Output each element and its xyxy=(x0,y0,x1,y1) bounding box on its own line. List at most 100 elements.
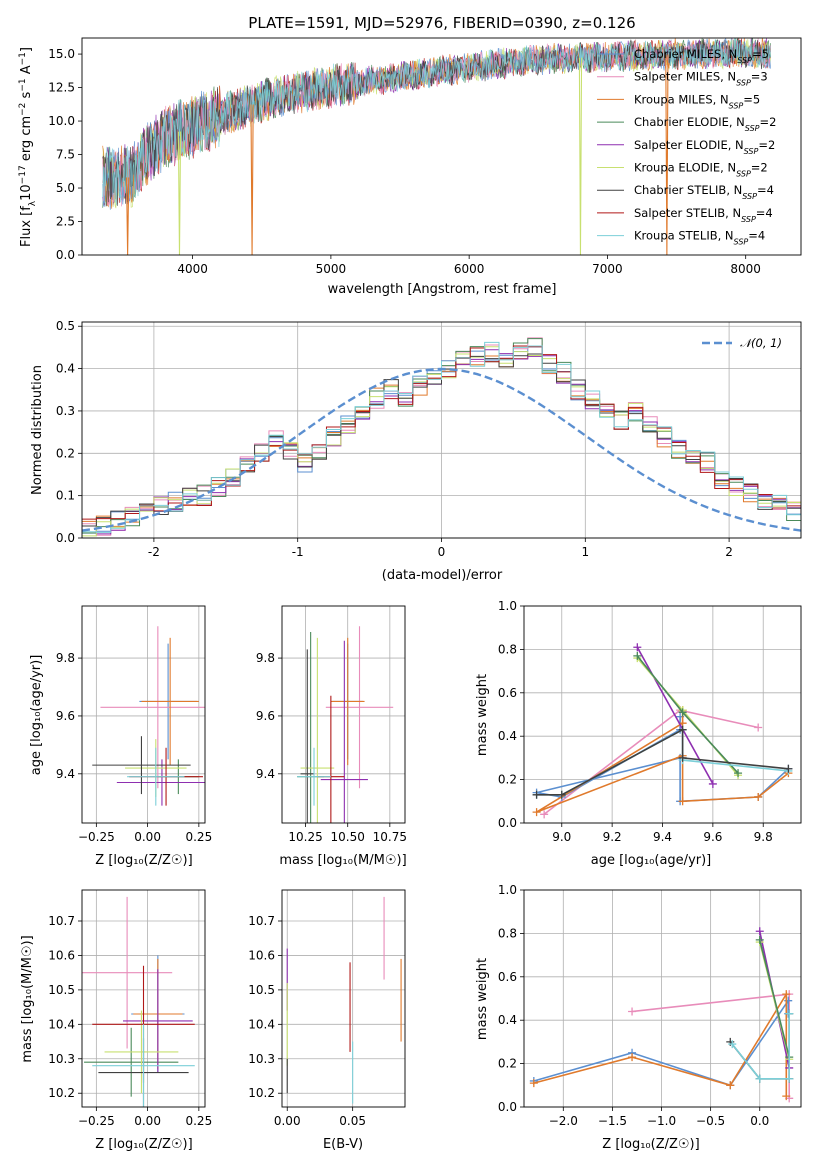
spectrum-panel: PLATE=1591, MJD=52976, FIBERID=0390, z=0… xyxy=(18,14,802,297)
errorbar-salpeter-elodie xyxy=(320,640,368,823)
point-marker xyxy=(755,935,764,944)
x-tick-label: −0.25 xyxy=(78,1114,115,1128)
legend-subscript: SSP xyxy=(736,78,751,87)
x-tick-label: 10.75 xyxy=(373,830,407,844)
y-tick-label: 9.4 xyxy=(256,767,275,781)
y-tick-label: 0.6 xyxy=(498,970,517,984)
point-marker xyxy=(785,1009,794,1018)
errorbar-salpeter-miles xyxy=(82,896,173,1049)
y-tick-label: 10.3 xyxy=(248,1052,275,1066)
legend-label: Salpeter MILES, N xyxy=(634,70,736,84)
point-marker xyxy=(754,723,763,732)
x-axis-label: Z [log₁₀(Z/Z☉)] xyxy=(95,853,192,868)
errorbar-kroupa-stelib xyxy=(127,747,185,806)
point-marker xyxy=(708,779,717,788)
point-marker xyxy=(628,1007,637,1016)
plot-area xyxy=(297,626,394,823)
y-tick-label: 0.2 xyxy=(56,446,75,460)
x-axis-label: age [log₁₀(age/yr)] xyxy=(591,853,712,868)
legend-subscript: SSP xyxy=(729,101,744,110)
x-tick-label: −2.0 xyxy=(549,1114,578,1128)
y-axis-label-part: −1 xyxy=(18,78,28,91)
x-tick-label: −1.5 xyxy=(598,1114,627,1128)
axes-frame xyxy=(81,605,206,824)
point-marker xyxy=(782,990,791,999)
x-tick-label: 9.8 xyxy=(754,830,773,844)
point-marker xyxy=(633,651,642,660)
x-tick-label: −1.0 xyxy=(647,1114,676,1128)
legend-label: Chabrier MILES, N xyxy=(634,47,737,61)
legend-count: =4 xyxy=(748,229,765,243)
y-axis-label: Flux [fλ10−17 erg cm−2 s−1 A−1] xyxy=(18,47,38,247)
spectrum-kroupa-miles xyxy=(102,38,771,209)
legend-count: =2 xyxy=(760,115,777,129)
y-axis-label-part: ] xyxy=(19,47,34,52)
x-tick-label: 9.0 xyxy=(552,830,571,844)
point-marker xyxy=(628,1053,637,1062)
x-tick-label: 8000 xyxy=(730,262,761,276)
legend-subscript: SSP xyxy=(745,124,760,133)
errorbar-salpeter-miles xyxy=(325,626,394,789)
legend-count: =3 xyxy=(751,70,768,84)
plot-area xyxy=(286,896,402,1104)
x-tick-label: 2 xyxy=(725,545,733,559)
legend-entry: Kroupa MILES, NSSP=5 xyxy=(634,92,760,110)
spectrum-dropout xyxy=(125,177,130,255)
x-tick-label: 0.25 xyxy=(185,830,212,844)
y-tick-label: 0.8 xyxy=(498,926,517,940)
legend-count: =5 xyxy=(752,47,769,61)
x-tick-label: 9.6 xyxy=(703,830,722,844)
plot-area xyxy=(532,643,793,819)
y-tick-label: 1.0 xyxy=(498,883,517,897)
x-tick-label: 0.00 xyxy=(134,1114,161,1128)
point-marker xyxy=(678,797,687,806)
legend-count: =4 xyxy=(756,206,773,220)
x-tick-label: -2 xyxy=(148,545,160,559)
legend-label: Kroupa ELODIE, N xyxy=(634,161,736,175)
y-tick-label: 10.3 xyxy=(48,1052,75,1066)
x-tick-label: −0.25 xyxy=(78,830,115,844)
point-marker xyxy=(784,764,793,773)
legend-label: Kroupa MILES, N xyxy=(634,92,729,106)
y-tick-label: 0.3 xyxy=(56,404,75,418)
point-marker xyxy=(532,808,541,817)
y-tick-label: 0.2 xyxy=(498,773,517,787)
y-tick-label: 0.0 xyxy=(56,531,75,545)
legend-label: Salpeter STELIB, N xyxy=(634,206,741,220)
y-axis-label: Normed distribution xyxy=(30,365,45,495)
spectrum-kroupa-stelib xyxy=(102,38,771,206)
legend-entry: Chabrier MILES, NSSP=5 xyxy=(634,47,769,65)
y-tick-label: 12.5 xyxy=(48,81,75,95)
legend-count: =4 xyxy=(757,183,774,197)
y-tick-label: 10.6 xyxy=(48,948,75,962)
y-axis-label-part: λ xyxy=(28,200,38,206)
axes-frame xyxy=(281,605,406,824)
y-axis-label-part: A xyxy=(19,65,34,78)
legend: 𝒩(0, 1) xyxy=(702,336,782,350)
legend-subscript: SSP xyxy=(736,169,751,178)
mass-vs-ebv-panel: E(B-V) 0.00 0.05 10.2 10.3 10.4 10.5 10.6 10.7 xyxy=(248,889,406,1152)
y-axis-label-part: s xyxy=(19,91,34,102)
mass-weight-vs-age-panel: age [log₁₀(age/yr)] mass weight 9.0 9.2 9.… xyxy=(475,599,802,868)
y-tick-label: 10.7 xyxy=(48,914,75,928)
x-tick-label: 7000 xyxy=(592,262,623,276)
y-axis-label: age [log₁₀(age/yr)] xyxy=(29,655,44,776)
x-tick-label: −0.5 xyxy=(696,1114,725,1128)
y-tick-label: 10.0 xyxy=(48,114,75,128)
y-tick-label: 10.2 xyxy=(248,1086,275,1100)
y-tick-label: 10.5 xyxy=(48,983,75,997)
axes-frame xyxy=(81,321,802,539)
x-tick-label: 0 xyxy=(438,545,446,559)
x-tick-label: 0.0 xyxy=(750,1114,769,1128)
x-axis-label: wavelength [Angstrom, rest frame] xyxy=(328,282,557,297)
point-marker xyxy=(633,643,642,652)
chart-title: PLATE=1591, MJD=52976, FIBERID=0390, z=0… xyxy=(248,14,635,32)
legend-entry: Salpeter MILES, NSSP=3 xyxy=(634,70,768,88)
y-tick-label: 10.5 xyxy=(248,983,275,997)
y-tick-label: 10.6 xyxy=(248,948,275,962)
point-marker xyxy=(529,1079,538,1088)
y-tick-label: 0.4 xyxy=(56,362,75,376)
y-tick-label: 0.5 xyxy=(56,319,75,333)
point-marker xyxy=(734,769,743,778)
age-vs-mass-panel: mass [log₁₀(M/M☉)] 10.25 10.50 10.75 9.4 9.6… xyxy=(256,605,407,868)
